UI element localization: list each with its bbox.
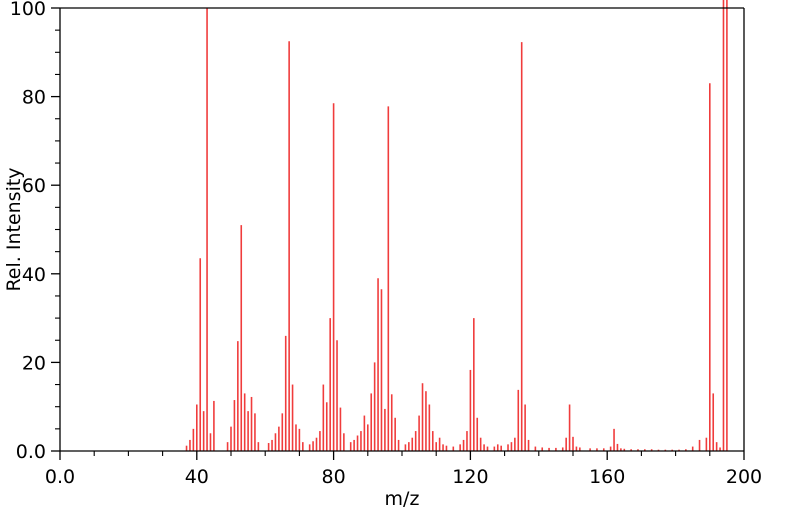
x-tick-label: 160 [589,466,625,488]
y-tick-label: 100 [10,0,46,20]
x-tick-label: 40 [185,466,209,488]
y-tick-label: 60 [22,175,46,197]
y-tick-label: 0.0 [16,441,46,463]
axes-group [51,7,745,460]
x-tick-label: 80 [322,466,346,488]
x-tick-label: 0.0 [45,466,75,488]
x-tick-label: 120 [452,466,488,488]
x-axis-title: m/z [385,488,420,510]
y-tick-label: 40 [22,264,46,286]
x-tick-label: 200 [726,466,762,488]
y-tick-label: 20 [22,352,46,374]
y-tick-label: 80 [22,87,46,109]
y-axis-title: Rel. Intensity [3,167,25,291]
axis-labels-group: 0.0 40 80 120 160 200 0.0 20 40 60 80 100 m/z Rel. In… [3,0,762,510]
peak-series [185,0,728,451]
